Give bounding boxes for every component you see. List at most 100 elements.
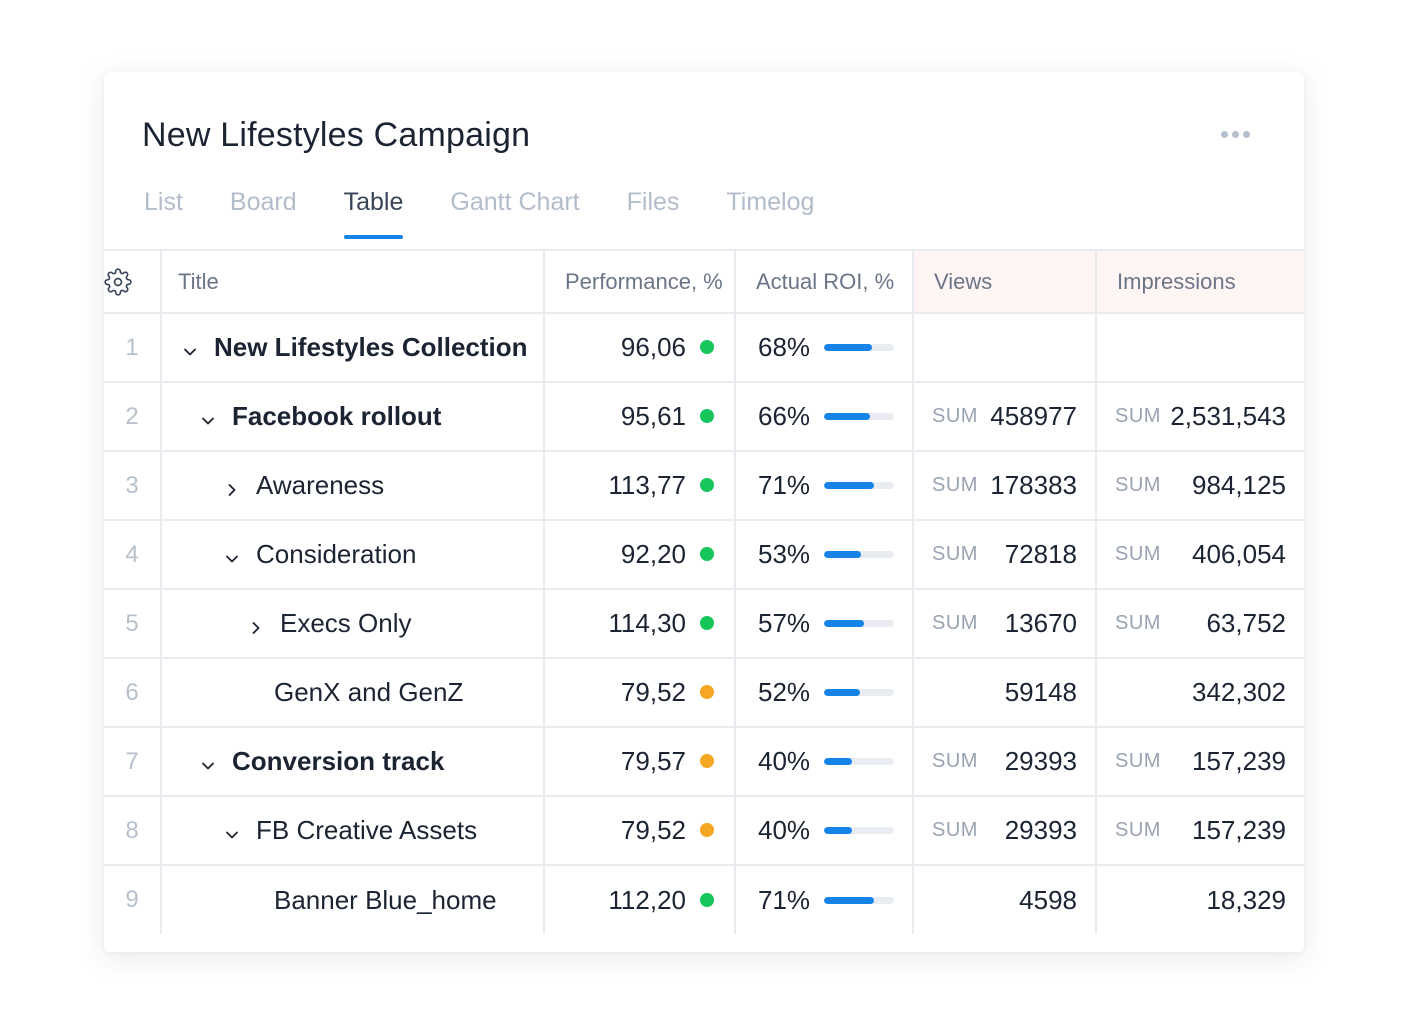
tab-list[interactable]: List xyxy=(144,188,183,216)
table-row[interactable]: 4 Consideration 92,20 53% SUM 72818 SUM 406,054 xyxy=(104,519,1304,589)
table-row[interactable]: 5 Execs Only 114,30 57% SUM 13670 SUM 63,752 xyxy=(104,588,1304,658)
roi-cell[interactable]: 40% xyxy=(734,795,913,865)
title-cell[interactable]: Awareness xyxy=(160,450,544,520)
views-cell[interactable]: SUM 29393 xyxy=(912,726,1096,796)
row-title: New Lifestyles Collection xyxy=(214,332,528,362)
views-cell[interactable] xyxy=(912,312,1096,382)
impressions-cell[interactable]: 18,329 xyxy=(1095,864,1304,934)
views-cell[interactable]: SUM 458977 xyxy=(912,381,1096,451)
view-tabs: List Board Table Gantt Chart Files Timel… xyxy=(144,188,861,239)
impressions-cell[interactable]: 342,302 xyxy=(1095,657,1304,727)
status-dot-green xyxy=(700,340,714,355)
tab-files[interactable]: Files xyxy=(626,188,680,216)
performance-cell[interactable]: 113,77 xyxy=(543,450,735,520)
column-header-performance[interactable]: Performance, % xyxy=(543,249,735,313)
performance-cell[interactable]: 79,52 xyxy=(543,657,735,727)
impressions-value: 63,752 xyxy=(1206,608,1286,638)
column-header-roi[interactable]: Actual ROI, % xyxy=(734,249,913,313)
impressions-cell[interactable]: SUM 984,125 xyxy=(1095,450,1304,520)
impressions-cell[interactable]: SUM 157,239 xyxy=(1095,726,1304,796)
chevron-right-icon[interactable] xyxy=(246,614,266,634)
title-cell[interactable]: GenX and GenZ xyxy=(160,657,544,727)
performance-value: 79,57 xyxy=(620,746,686,776)
title-cell[interactable]: Conversion track xyxy=(160,726,544,796)
tab-board[interactable]: Board xyxy=(229,188,297,216)
table-row[interactable]: 1 New Lifestyles Collection 96,06 68% xyxy=(104,312,1304,382)
data-table: Title Performance, % Actual ROI, % Views… xyxy=(104,249,1304,934)
views-cell[interactable]: SUM 29393 xyxy=(912,795,1096,865)
table-settings-button[interactable] xyxy=(104,249,161,313)
views-cell[interactable]: SUM 13670 xyxy=(912,588,1096,658)
performance-cell[interactable]: 96,06 xyxy=(543,312,735,382)
roi-progress-bar xyxy=(824,413,894,420)
performance-cell[interactable]: 112,20 xyxy=(543,864,735,934)
roi-cell[interactable]: 68% xyxy=(734,312,913,382)
column-header-views[interactable]: Views xyxy=(912,249,1096,313)
impressions-value: 18,329 xyxy=(1206,884,1286,915)
roi-value: 66% xyxy=(758,401,811,431)
tab-gantt-chart[interactable]: Gantt Chart xyxy=(450,188,580,216)
table-row[interactable]: 9 Banner Blue_home 112,20 71% 4598 18,329 xyxy=(104,864,1304,934)
title-cell[interactable]: Banner Blue_home xyxy=(160,864,544,934)
tab-table[interactable]: Table xyxy=(343,188,403,239)
column-header-title[interactable]: Title xyxy=(160,249,544,313)
sum-label: SUM xyxy=(932,474,978,496)
roi-progress-fill xyxy=(824,413,871,420)
table-row[interactable]: 7 Conversion track 79,57 40% SUM 29393 SUM 157,… xyxy=(104,726,1304,796)
status-dot-orange xyxy=(700,685,714,700)
roi-cell[interactable]: 71% xyxy=(734,864,913,934)
table-row[interactable]: 2 Facebook rollout 95,61 66% SUM 458977 SUM 2,5… xyxy=(104,381,1304,451)
title-cell[interactable]: New Lifestyles Collection xyxy=(160,312,544,382)
performance-cell[interactable]: 79,57 xyxy=(543,726,735,796)
performance-cell[interactable]: 92,20 xyxy=(543,519,735,589)
chevron-down-icon[interactable] xyxy=(222,545,242,565)
title-cell[interactable]: Execs Only xyxy=(160,588,544,658)
chevron-down-icon[interactable] xyxy=(180,338,200,358)
roi-cell[interactable]: 53% xyxy=(734,519,913,589)
roi-progress-fill xyxy=(824,551,862,558)
tab-timelog[interactable]: Timelog xyxy=(726,188,815,216)
roi-progress-fill xyxy=(824,896,874,904)
more-options-button[interactable] xyxy=(1221,124,1250,144)
impressions-value: 157,239 xyxy=(1192,746,1286,776)
impressions-cell[interactable]: SUM 406,054 xyxy=(1095,519,1304,589)
roi-cell[interactable]: 57% xyxy=(734,588,913,658)
roi-progress-fill xyxy=(824,482,874,489)
table-row[interactable]: 3 Awareness 113,77 71% SUM 178383 SUM 984,125 xyxy=(104,450,1304,520)
chevron-right-icon[interactable] xyxy=(222,476,242,496)
performance-cell[interactable]: 95,61 xyxy=(543,381,735,451)
sum-label: SUM xyxy=(932,405,978,427)
more-horizontal-icon xyxy=(1243,130,1250,138)
roi-cell[interactable]: 66% xyxy=(734,381,913,451)
title-cell[interactable]: Consideration xyxy=(160,519,544,589)
chevron-down-icon[interactable] xyxy=(198,407,218,427)
performance-value: 96,06 xyxy=(620,332,686,362)
chevron-down-icon[interactable] xyxy=(198,752,218,772)
status-dot-green xyxy=(700,409,714,424)
gear-icon xyxy=(104,267,132,296)
title-cell[interactable]: Facebook rollout xyxy=(160,381,544,451)
title-cell[interactable]: FB Creative Assets xyxy=(160,795,544,865)
performance-cell[interactable]: 114,30 xyxy=(543,588,735,658)
performance-cell[interactable]: 79,52 xyxy=(543,795,735,865)
impressions-cell[interactable] xyxy=(1095,312,1304,382)
views-cell[interactable]: SUM 72818 xyxy=(912,519,1096,589)
table-row[interactable]: 6 GenX and GenZ 79,52 52% 59148 342,302 xyxy=(104,657,1304,727)
performance-value: 79,52 xyxy=(620,677,686,707)
views-cell[interactable]: 59148 xyxy=(912,657,1096,727)
table-row[interactable]: 8 FB Creative Assets 79,52 40% SUM 29393 SUM 15… xyxy=(104,795,1304,865)
views-cell[interactable]: SUM 178383 xyxy=(912,450,1096,520)
impressions-cell[interactable]: SUM 63,752 xyxy=(1095,588,1304,658)
roi-progress-fill xyxy=(824,689,861,696)
roi-cell[interactable]: 52% xyxy=(734,657,913,727)
impressions-cell[interactable]: SUM 157,239 xyxy=(1095,795,1304,865)
row-title: Consideration xyxy=(256,539,417,569)
views-cell[interactable]: 4598 xyxy=(912,864,1096,934)
chevron-down-icon[interactable] xyxy=(222,821,242,841)
roi-cell[interactable]: 40% xyxy=(734,726,913,796)
impressions-cell[interactable]: SUM 2,531,543 xyxy=(1095,381,1304,451)
roi-value: 57% xyxy=(758,608,811,638)
roi-progress-bar xyxy=(824,896,894,904)
roi-cell[interactable]: 71% xyxy=(734,450,913,520)
column-header-impressions[interactable]: Impressions xyxy=(1095,249,1304,313)
